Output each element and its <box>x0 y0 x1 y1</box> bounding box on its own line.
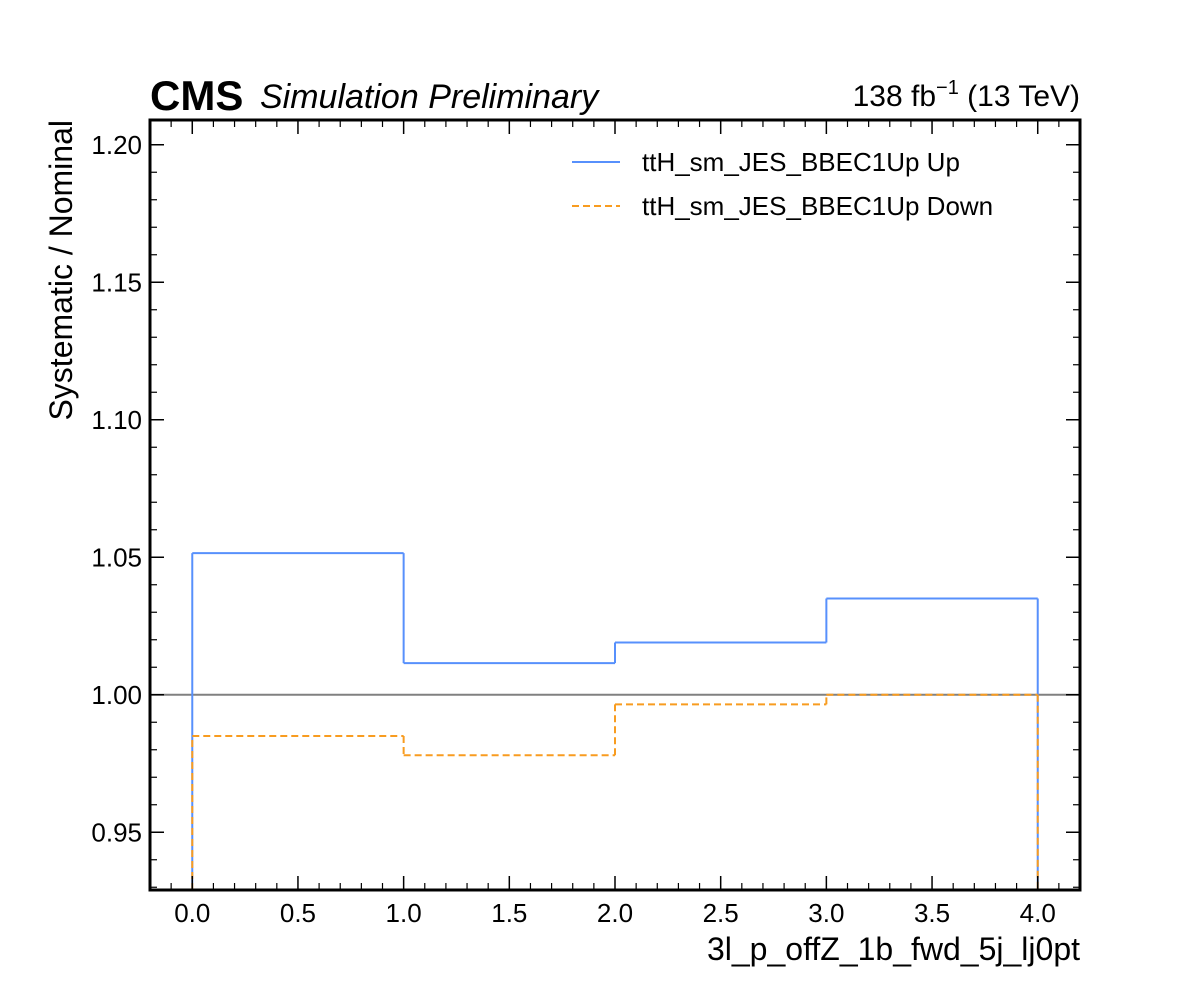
energy-label: (13 TeV) <box>959 80 1080 113</box>
lumi-exponent: −1 <box>936 77 959 99</box>
y-tick-label: 1.10 <box>91 405 142 435</box>
y-tick-label: 1.20 <box>91 130 142 160</box>
y-tick-label: 1.15 <box>91 267 142 297</box>
x-tick-label: 3.5 <box>914 898 950 928</box>
y-tick-label: 1.05 <box>91 542 142 572</box>
series-down <box>191 693 1039 890</box>
y-axis-title: Systematic / Nominal <box>43 120 79 421</box>
y-tick-label: 0.95 <box>91 817 142 847</box>
x-tick-label: 0.0 <box>174 898 210 928</box>
y-tick-label: 1.00 <box>91 680 142 710</box>
x-tick-label: 0.5 <box>280 898 316 928</box>
x-axis-title: 3l_p_offZ_1b_fwd_5j_lj0pt <box>707 931 1080 967</box>
legend-entry-label: ttH_sm_JES_BBEC1Up Down <box>642 191 993 221</box>
x-tick-label: 4.0 <box>1020 898 1056 928</box>
x-tick-label: 2.0 <box>597 898 633 928</box>
x-tick-label: 2.5 <box>703 898 739 928</box>
legend-entry-label: ttH_sm_JES_BBEC1Up Up <box>642 147 960 177</box>
x-tick-label: 3.0 <box>808 898 844 928</box>
experiment-label: CMS <box>150 72 243 119</box>
luminosity-label: 138 fb−1 (13 TeV) <box>853 77 1080 113</box>
x-tick-label: 1.0 <box>386 898 422 928</box>
lumi-value: 138 fb <box>853 80 936 113</box>
status-label: Simulation Preliminary <box>260 78 600 116</box>
plot-frame <box>148 118 1082 892</box>
x-tick-label: 1.5 <box>491 898 527 928</box>
